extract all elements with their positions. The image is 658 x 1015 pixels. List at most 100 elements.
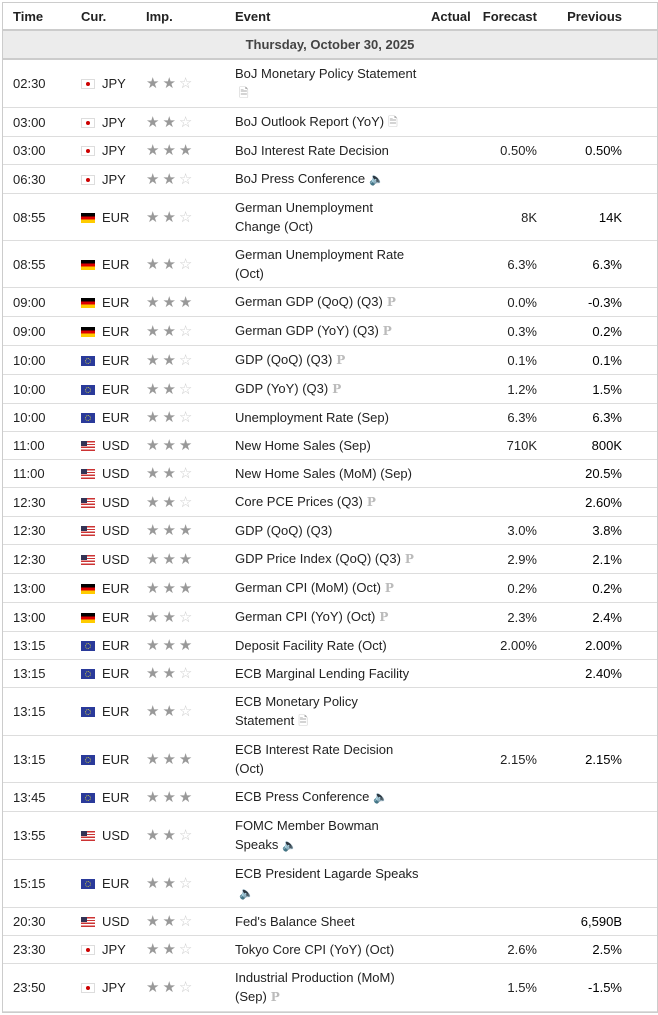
speaker-icon[interactable]: 🔈	[369, 172, 385, 186]
event-row[interactable]: 08:55 EUR ★ ★ ☆ German Unemployment Rate (…	[3, 240, 657, 288]
event-name[interactable]: German Unemployment Change (Oct)	[235, 200, 373, 234]
event-name[interactable]: BoJ Monetary Policy Statement	[235, 66, 417, 81]
event-row[interactable]: 23:50 JPY ★ ★ ☆ Industrial Production (MoM…	[3, 963, 657, 1012]
event[interactable]: German Unemployment Change (Oct)	[229, 193, 425, 241]
event-name[interactable]: GDP Price Index (QoQ) (Q3)	[235, 551, 401, 566]
event-name[interactable]: ECB Monetary Policy Statement	[235, 694, 358, 728]
event[interactable]: BoJ Monetary Policy Statement 🗎	[229, 59, 425, 108]
event[interactable]: BoJ Press Conference 🔈	[229, 164, 425, 194]
document-icon[interactable]: 🗎	[239, 86, 249, 100]
event-row[interactable]: 13:00 EUR ★ ★ ☆ German CPI (YoY) (Oct) P 2.…	[3, 602, 657, 632]
event-row[interactable]: 03:00 JPY ★ ★ ★ BoJ Interest Rate Decision…	[3, 136, 657, 165]
event[interactable]: GDP (QoQ) (Q3) P	[229, 345, 425, 375]
event[interactable]: New Home Sales (Sep)	[229, 431, 425, 460]
event[interactable]: German CPI (YoY) (Oct) P	[229, 602, 425, 632]
event[interactable]: ECB Marginal Lending Facility	[229, 659, 425, 688]
event-row[interactable]: 13:45 EUR ★ ★ ★ ECB Press Conference 🔈	[3, 782, 657, 812]
event-name[interactable]: New Home Sales (Sep)	[235, 438, 371, 453]
event-name[interactable]: FOMC Member Bowman Speaks	[235, 818, 379, 852]
event-name[interactable]: ECB Press Conference	[235, 789, 370, 804]
event[interactable]: ECB Monetary Policy Statement 🗎	[229, 687, 425, 736]
event-row[interactable]: 12:30 USD ★ ★ ★ GDP (QoQ) (Q3) 3.0% 3.8%	[3, 516, 657, 545]
event[interactable]: GDP (QoQ) (Q3)	[229, 516, 425, 545]
event-row[interactable]: 13:00 EUR ★ ★ ★ German CPI (MoM) (Oct) P 0.…	[3, 573, 657, 603]
event-name[interactable]: New Home Sales (MoM) (Sep)	[235, 466, 412, 481]
event-row[interactable]: 13:15 EUR ★ ★ ☆ ECB Marginal Lending Facil…	[3, 659, 657, 688]
event-row[interactable]: 11:00 USD ★ ★ ☆ New Home Sales (MoM) (Sep)…	[3, 459, 657, 488]
event-row[interactable]: 09:00 EUR ★ ★ ☆ German GDP (YoY) (Q3) P 0.3…	[3, 316, 657, 346]
event-name[interactable]: German GDP (QoQ) (Q3)	[235, 294, 383, 309]
col-currency[interactable]: Cur.	[75, 3, 140, 31]
event[interactable]: GDP (YoY) (Q3) P	[229, 374, 425, 404]
event-row[interactable]: 09:00 EUR ★ ★ ★ German GDP (QoQ) (Q3) P 0.0…	[3, 287, 657, 317]
event-name[interactable]: BoJ Press Conference	[235, 171, 366, 186]
event-row[interactable]: 10:00 EUR ★ ★ ☆ GDP (QoQ) (Q3) P 0.1% 0.1%	[3, 345, 657, 375]
preliminary-icon[interactable]: P	[379, 610, 389, 624]
event-row[interactable]: 15:15 EUR ★ ★ ☆ ECB President Lagarde Spea…	[3, 859, 657, 908]
event-row[interactable]: 13:55 USD ★ ★ ☆ FOMC Member Bowman Speaks 🔈	[3, 811, 657, 860]
event-name[interactable]: BoJ Outlook Report (YoY)	[235, 114, 385, 129]
event[interactable]: New Home Sales (MoM) (Sep)	[229, 459, 425, 488]
event-name[interactable]: ECB Interest Rate Decision (Oct)	[235, 742, 394, 776]
event[interactable]: ECB President Lagarde Speaks 🔈	[229, 859, 425, 908]
document-icon[interactable]: 🗎	[298, 714, 308, 728]
event-name[interactable]: Deposit Facility Rate (Oct)	[235, 638, 387, 653]
event-name[interactable]: German GDP (YoY) (Q3)	[235, 323, 379, 338]
speaker-icon[interactable]: 🔈	[373, 790, 389, 804]
event-name[interactable]: German CPI (MoM) (Oct)	[235, 580, 381, 595]
preliminary-icon[interactable]: P	[382, 324, 392, 338]
event[interactable]: Unemployment Rate (Sep)	[229, 403, 425, 432]
col-importance[interactable]: Imp.	[140, 3, 229, 31]
event-row[interactable]: 06:30 JPY ★ ★ ☆ BoJ Press Conference 🔈	[3, 164, 657, 194]
event-row[interactable]: 12:30 USD ★ ★ ☆ Core PCE Prices (Q3) P 2.60…	[3, 487, 657, 517]
event[interactable]: German Unemployment Rate (Oct)	[229, 240, 425, 288]
event-row[interactable]: 13:15 EUR ★ ★ ☆ ECB Monetary Policy Statem…	[3, 687, 657, 736]
event-row[interactable]: 08:55 EUR ★ ★ ☆ German Unemployment Change…	[3, 193, 657, 241]
col-forecast[interactable]: Forecast	[475, 3, 543, 31]
event-row[interactable]: 10:00 EUR ★ ★ ☆ Unemployment Rate (Sep) 6.…	[3, 403, 657, 432]
event[interactable]: ECB Interest Rate Decision (Oct)	[229, 735, 425, 783]
event-name[interactable]: German CPI (YoY) (Oct)	[235, 609, 376, 624]
col-previous[interactable]: Previous	[543, 3, 628, 31]
event[interactable]: German GDP (YoY) (Q3) P	[229, 316, 425, 346]
event-name[interactable]: GDP (QoQ) (Q3)	[235, 352, 333, 367]
speaker-icon[interactable]: 🔈	[282, 838, 298, 852]
col-time[interactable]: Time	[3, 3, 75, 31]
document-icon[interactable]: 🗎	[388, 115, 398, 129]
event-row[interactable]: 12:30 USD ★ ★ ★ GDP Price Index (QoQ) (Q3)…	[3, 544, 657, 574]
event-row[interactable]: 11:00 USD ★ ★ ★ New Home Sales (Sep) 710K …	[3, 431, 657, 460]
event[interactable]: Core PCE Prices (Q3) P	[229, 487, 425, 517]
preliminary-icon[interactable]: P	[366, 495, 376, 509]
event-row[interactable]: 03:00 JPY ★ ★ ☆ BoJ Outlook Report (YoY) 🗎	[3, 107, 657, 137]
event[interactable]: Deposit Facility Rate (Oct)	[229, 631, 425, 660]
preliminary-icon[interactable]: P	[384, 581, 394, 595]
preliminary-icon[interactable]: P	[332, 382, 342, 396]
event-name[interactable]: Tokyo Core CPI (YoY) (Oct)	[235, 942, 395, 957]
event-row[interactable]: 13:15 EUR ★ ★ ★ Deposit Facility Rate (Oct…	[3, 631, 657, 660]
event[interactable]: Industrial Production (MoM) (Sep) P	[229, 963, 425, 1012]
event[interactable]: ECB Press Conference 🔈	[229, 782, 425, 812]
col-actual[interactable]: Actual	[425, 3, 475, 31]
event[interactable]: GDP Price Index (QoQ) (Q3) P	[229, 544, 425, 574]
preliminary-icon[interactable]: P	[386, 295, 396, 309]
preliminary-icon[interactable]: P	[404, 552, 414, 566]
event-row[interactable]: 02:30 JPY ★ ★ ☆ BoJ Monetary Policy Statem…	[3, 59, 657, 108]
event-name[interactable]: Industrial Production (MoM) (Sep)	[235, 970, 395, 1004]
event-row[interactable]: 10:00 EUR ★ ★ ☆ GDP (YoY) (Q3) P 1.2% 1.5%	[3, 374, 657, 404]
event[interactable]: BoJ Outlook Report (YoY) 🗎	[229, 107, 425, 137]
event-name[interactable]: Unemployment Rate (Sep)	[235, 410, 389, 425]
event-row[interactable]: 13:15 EUR ★ ★ ★ ECB Interest Rate Decision…	[3, 735, 657, 783]
preliminary-icon[interactable]: P	[336, 353, 346, 367]
event-name[interactable]: GDP (QoQ) (Q3)	[235, 523, 333, 538]
event-name[interactable]: ECB President Lagarde Speaks	[235, 866, 419, 881]
event[interactable]: Tokyo Core CPI (YoY) (Oct)	[229, 935, 425, 964]
event-name[interactable]: BoJ Interest Rate Decision	[235, 143, 389, 158]
event-name[interactable]: ECB Marginal Lending Facility	[235, 666, 410, 681]
preliminary-icon[interactable]: P	[270, 990, 280, 1004]
event-name[interactable]: GDP (YoY) (Q3)	[235, 381, 329, 396]
event-name[interactable]: German Unemployment Rate (Oct)	[235, 247, 405, 281]
event[interactable]: German GDP (QoQ) (Q3) P	[229, 287, 425, 317]
col-event[interactable]: Event	[229, 3, 425, 31]
event[interactable]: BoJ Interest Rate Decision	[229, 136, 425, 165]
event-name[interactable]: Core PCE Prices (Q3)	[235, 494, 363, 509]
